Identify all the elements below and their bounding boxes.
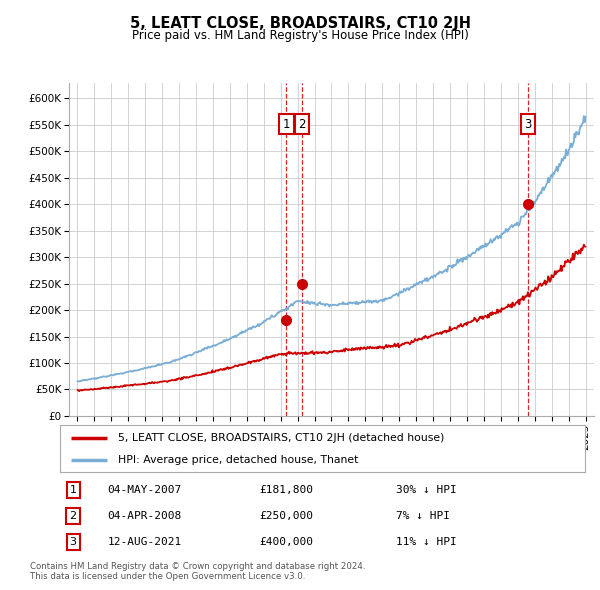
Text: HPI: Average price, detached house, Thanet: HPI: Average price, detached house, Than… <box>118 455 358 465</box>
Text: 5, LEATT CLOSE, BROADSTAIRS, CT10 2JH (detached house): 5, LEATT CLOSE, BROADSTAIRS, CT10 2JH (d… <box>118 433 444 443</box>
Text: Contains HM Land Registry data © Crown copyright and database right 2024.: Contains HM Land Registry data © Crown c… <box>30 562 365 571</box>
Text: 30% ↓ HPI: 30% ↓ HPI <box>396 484 457 494</box>
Text: £250,000: £250,000 <box>260 511 314 521</box>
Text: 5, LEATT CLOSE, BROADSTAIRS, CT10 2JH: 5, LEATT CLOSE, BROADSTAIRS, CT10 2JH <box>130 16 470 31</box>
Text: Price paid vs. HM Land Registry's House Price Index (HPI): Price paid vs. HM Land Registry's House … <box>131 30 469 42</box>
Text: 3: 3 <box>524 118 532 131</box>
Text: 7% ↓ HPI: 7% ↓ HPI <box>396 511 450 521</box>
Text: 04-APR-2008: 04-APR-2008 <box>107 511 182 521</box>
Text: This data is licensed under the Open Government Licence v3.0.: This data is licensed under the Open Gov… <box>30 572 305 581</box>
Text: 11% ↓ HPI: 11% ↓ HPI <box>396 537 457 548</box>
Text: 12-AUG-2021: 12-AUG-2021 <box>107 537 182 548</box>
Text: £181,800: £181,800 <box>260 484 314 494</box>
Text: 1: 1 <box>283 118 290 131</box>
Text: 1: 1 <box>70 484 77 494</box>
Text: 3: 3 <box>70 537 77 548</box>
Text: 2: 2 <box>70 511 77 521</box>
Text: 2: 2 <box>298 118 305 131</box>
Text: £400,000: £400,000 <box>260 537 314 548</box>
Text: 04-MAY-2007: 04-MAY-2007 <box>107 484 182 494</box>
